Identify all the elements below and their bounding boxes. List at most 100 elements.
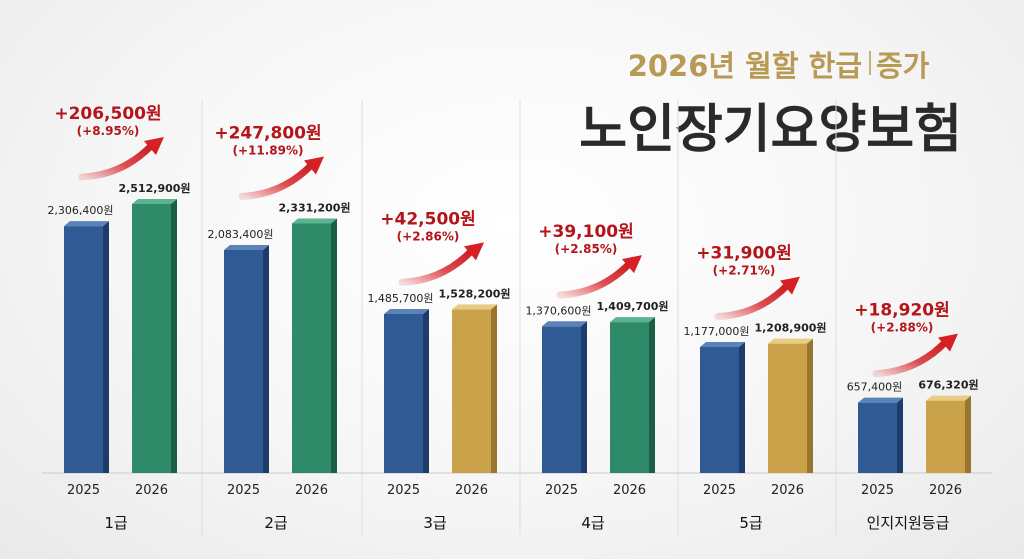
bar-2026-1	[292, 218, 337, 473]
chart-subtitle: 2026년 월할 한급 증가	[628, 49, 930, 83]
bar-2026-0-top	[132, 199, 177, 204]
increase-percent-4: (+2.71%)	[713, 264, 776, 278]
bar-2025-1	[224, 244, 269, 473]
bar-2025-4-side	[739, 342, 745, 473]
bar-2025-4-top	[700, 342, 745, 348]
subtitle-left: 2026년 월할 한급	[628, 49, 862, 83]
bar-2026-0-side	[171, 199, 177, 473]
bar-2025-3-top	[542, 321, 587, 327]
increase-amount-4: +31,900원	[696, 244, 792, 264]
chart-title: 노인장기요양보험	[579, 100, 962, 160]
year-tick-2026: 2026	[135, 483, 168, 498]
labels-layer: 2,306,400원 2,512,900원 +206,500원(+8.95%) 202…	[47, 104, 978, 532]
increase-amount-0: +206,500원	[54, 104, 161, 124]
grade-label-0: 1급	[104, 514, 128, 532]
year-tick-2025: 2025	[703, 483, 736, 498]
bar-2026-1-front	[292, 223, 331, 473]
value-label-2026-4: 1,208,900원	[754, 321, 826, 335]
value-label-2026-3: 1,409,700원	[596, 299, 668, 313]
increase-arrow-shaft-1	[238, 160, 316, 200]
grade-label-4: 5급	[739, 514, 763, 532]
bar-2025-0-top	[64, 221, 109, 227]
subtitle-right: 증가	[876, 49, 930, 83]
bar-2026-5	[926, 395, 971, 473]
year-tick-2025: 2025	[227, 483, 260, 498]
value-label-2025-0: 2,306,400원	[47, 204, 113, 217]
year-tick-2025: 2025	[67, 483, 100, 498]
year-tick-2026: 2026	[929, 483, 962, 498]
increase-arrow-shaft-5	[872, 338, 950, 378]
bar-2026-3-front	[610, 322, 649, 473]
year-tick-2025: 2025	[861, 483, 894, 498]
group-dividers	[201, 100, 837, 535]
increase-arrow-shaft-4	[714, 281, 792, 321]
value-label-2025-2: 1,485,700원	[367, 292, 433, 305]
bar-2025-1-top	[224, 244, 269, 250]
bar-2025-3-side	[581, 321, 587, 473]
bar-2025-2-front	[384, 313, 423, 473]
bar-2025-3-front	[542, 326, 581, 473]
bar-2026-5-side	[965, 395, 971, 473]
increase-percent-0: (+8.95%)	[77, 124, 140, 138]
bar-2026-4	[768, 338, 813, 473]
bar-2026-4-side	[807, 338, 813, 473]
value-label-2026-1: 2,331,200원	[278, 200, 350, 214]
bar-2026-5-top	[926, 395, 971, 401]
bar-2026-4-front	[768, 343, 807, 473]
increase-percent-2: (+2.86%)	[397, 229, 460, 243]
increase-arrow-head-1	[304, 156, 324, 175]
increase-amount-1: +247,800원	[214, 123, 321, 143]
grade-label-2: 3급	[423, 514, 447, 532]
value-label-2026-0: 2,512,900원	[118, 181, 190, 195]
value-label-2025-5: 657,400원	[847, 381, 903, 394]
increase-percent-5: (+2.88%)	[871, 321, 934, 335]
bar-2025-5-side	[897, 397, 903, 473]
bar-2025-1-front	[224, 249, 263, 473]
increase-arrow-head-3	[622, 255, 642, 274]
bar-2025-5-front	[858, 402, 897, 473]
bar-2025-3	[542, 321, 587, 473]
bar-2026-3	[610, 317, 655, 473]
bar-2025-2-top	[384, 308, 429, 314]
increase-percent-3: (+2.85%)	[555, 242, 618, 256]
value-label-2025-4: 1,177,000원	[683, 325, 749, 338]
year-tick-2026: 2026	[455, 483, 488, 498]
bar-2025-0	[64, 221, 109, 473]
grade-label-3: 4급	[581, 514, 605, 532]
increase-arrow-head-0	[144, 137, 164, 155]
bar-2026-5-front	[926, 400, 965, 473]
increase-arrow-shaft-2	[398, 246, 476, 286]
bar-2025-4	[700, 342, 745, 473]
increase-arrow-shaft-0	[78, 141, 156, 181]
year-tick-2025: 2025	[545, 483, 578, 498]
bar-2025-1-side	[263, 244, 269, 473]
year-tick-2026: 2026	[613, 483, 646, 498]
bar-2026-2-side	[491, 304, 497, 473]
bar-2025-0-side	[103, 221, 109, 473]
year-tick-2026: 2026	[295, 483, 328, 498]
bar-2026-3-top	[610, 317, 655, 323]
bar-2025-2	[384, 308, 429, 473]
bar-2026-2-top	[452, 304, 497, 310]
subtitle-divider	[869, 51, 871, 75]
increase-amount-2: +42,500원	[380, 209, 476, 229]
bars-layer	[64, 199, 971, 473]
increase-arrow-head-5	[938, 333, 958, 352]
bar-2026-0-front	[132, 204, 171, 473]
grade-label-1: 2급	[264, 514, 288, 532]
increase-amount-3: +39,100원	[538, 222, 634, 242]
bar-2025-5	[858, 397, 903, 473]
bar-2025-0-front	[64, 226, 103, 473]
value-label-2026-5: 676,320원	[918, 378, 978, 392]
bar-2026-3-side	[649, 317, 655, 473]
bar-2026-2-front	[452, 309, 491, 473]
value-label-2026-2: 1,528,200원	[438, 286, 510, 300]
bar-2026-0	[132, 199, 177, 473]
bar-2026-4-top	[768, 338, 813, 344]
increase-arrow-head-2	[464, 242, 484, 261]
bar-2025-4-front	[700, 347, 739, 473]
bar-2025-2-side	[423, 308, 429, 473]
value-label-2025-3: 1,370,600원	[525, 304, 591, 317]
value-label-2025-1: 2,083,400원	[207, 228, 273, 241]
